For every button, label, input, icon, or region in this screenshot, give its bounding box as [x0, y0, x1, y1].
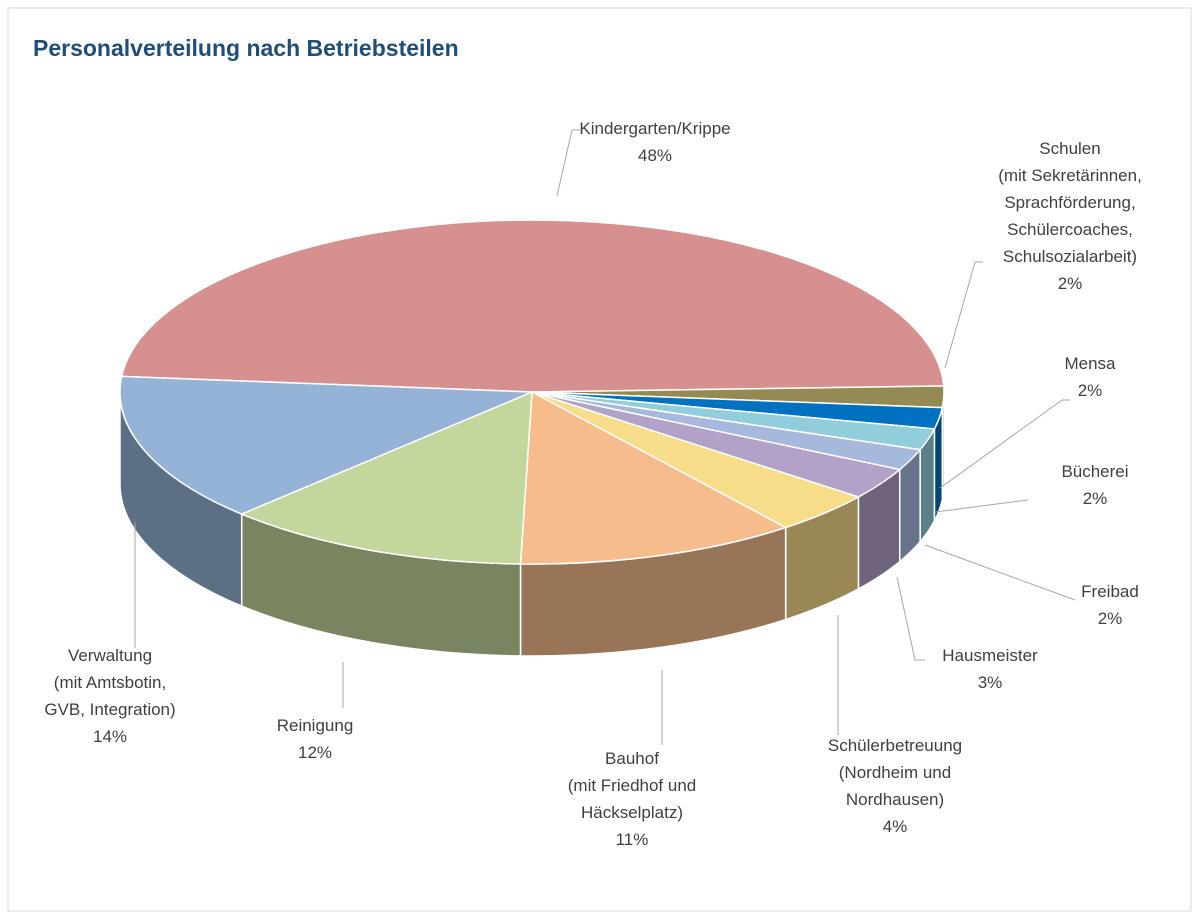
leader-line	[556, 129, 580, 197]
leader-line	[924, 544, 1076, 601]
label-line: (mit Sekretärinnen,	[998, 166, 1142, 185]
data-label: Schulen (mit Sekretärinnen, Sprachförderun…	[998, 139, 1142, 293]
chart-title: Personalverteilung nach Betriebsteilen	[33, 35, 459, 61]
label-percent: 48%	[638, 146, 672, 165]
leader-line	[934, 499, 1029, 513]
data-label: Reinigung 12%	[277, 716, 354, 762]
slice	[519, 390, 788, 565]
data-label: Mensa 2%	[1064, 354, 1116, 400]
data-label: Freibad 2%	[1081, 582, 1139, 628]
label-line: Häckselplatz)	[581, 803, 683, 822]
label-line: Bücherei	[1061, 462, 1128, 481]
label-line: Kindergarten/Krippe	[579, 119, 730, 138]
leader-line	[896, 576, 925, 661]
label-percent: 3%	[978, 673, 1003, 692]
label-line: Hausmeister	[942, 646, 1038, 665]
label-line: Nordhausen)	[846, 790, 944, 809]
label-percent: 12%	[298, 743, 332, 762]
label-percent: 2%	[1098, 609, 1123, 628]
data-label: Bücherei 2%	[1061, 462, 1128, 508]
label-percent: 2%	[1078, 381, 1103, 400]
label-percent: 2%	[1058, 274, 1083, 293]
label-line: (mit Friedhof und	[568, 776, 697, 795]
slice	[239, 390, 533, 565]
data-label: Bauhof (mit Friedhof und Häckselplatz) 11%	[568, 749, 697, 849]
label-line: Bauhof	[605, 749, 659, 768]
label-line: Reinigung	[277, 716, 354, 735]
data-label: Kindergarten/Krippe 48%	[579, 119, 730, 165]
data-label: Verwaltung (mit Amtsbotin, GVB, Integratio…	[44, 646, 175, 746]
label-line: Sprachförderung,	[1004, 193, 1135, 212]
label-line: (mit Amtsbotin,	[54, 673, 166, 692]
label-percent: 14%	[93, 727, 127, 746]
label-line: Verwaltung	[68, 646, 152, 665]
label-percent: 11%	[616, 830, 649, 849]
label-line: Mensa	[1064, 354, 1116, 373]
data-label: Schülerbetreuung (Nordheim und Nordhausen)…	[828, 736, 962, 836]
label-line: Schülerbetreuung	[828, 736, 962, 755]
slice	[120, 219, 945, 393]
label-line: Freibad	[1081, 582, 1139, 601]
label-line: Schulsozialarbeit)	[1003, 247, 1137, 266]
label-percent: 2%	[1083, 489, 1108, 508]
leader-line	[944, 261, 983, 369]
label-percent: 4%	[883, 817, 908, 836]
label-line: GVB, Integration)	[44, 700, 175, 719]
label-line: (Nordheim und	[839, 763, 951, 782]
label-line: Schulen	[1039, 139, 1100, 158]
label-line: Schülercoaches,	[1007, 220, 1133, 239]
data-label: Hausmeister 3%	[942, 646, 1038, 692]
slice	[119, 375, 533, 515]
leader-line	[939, 399, 1070, 489]
